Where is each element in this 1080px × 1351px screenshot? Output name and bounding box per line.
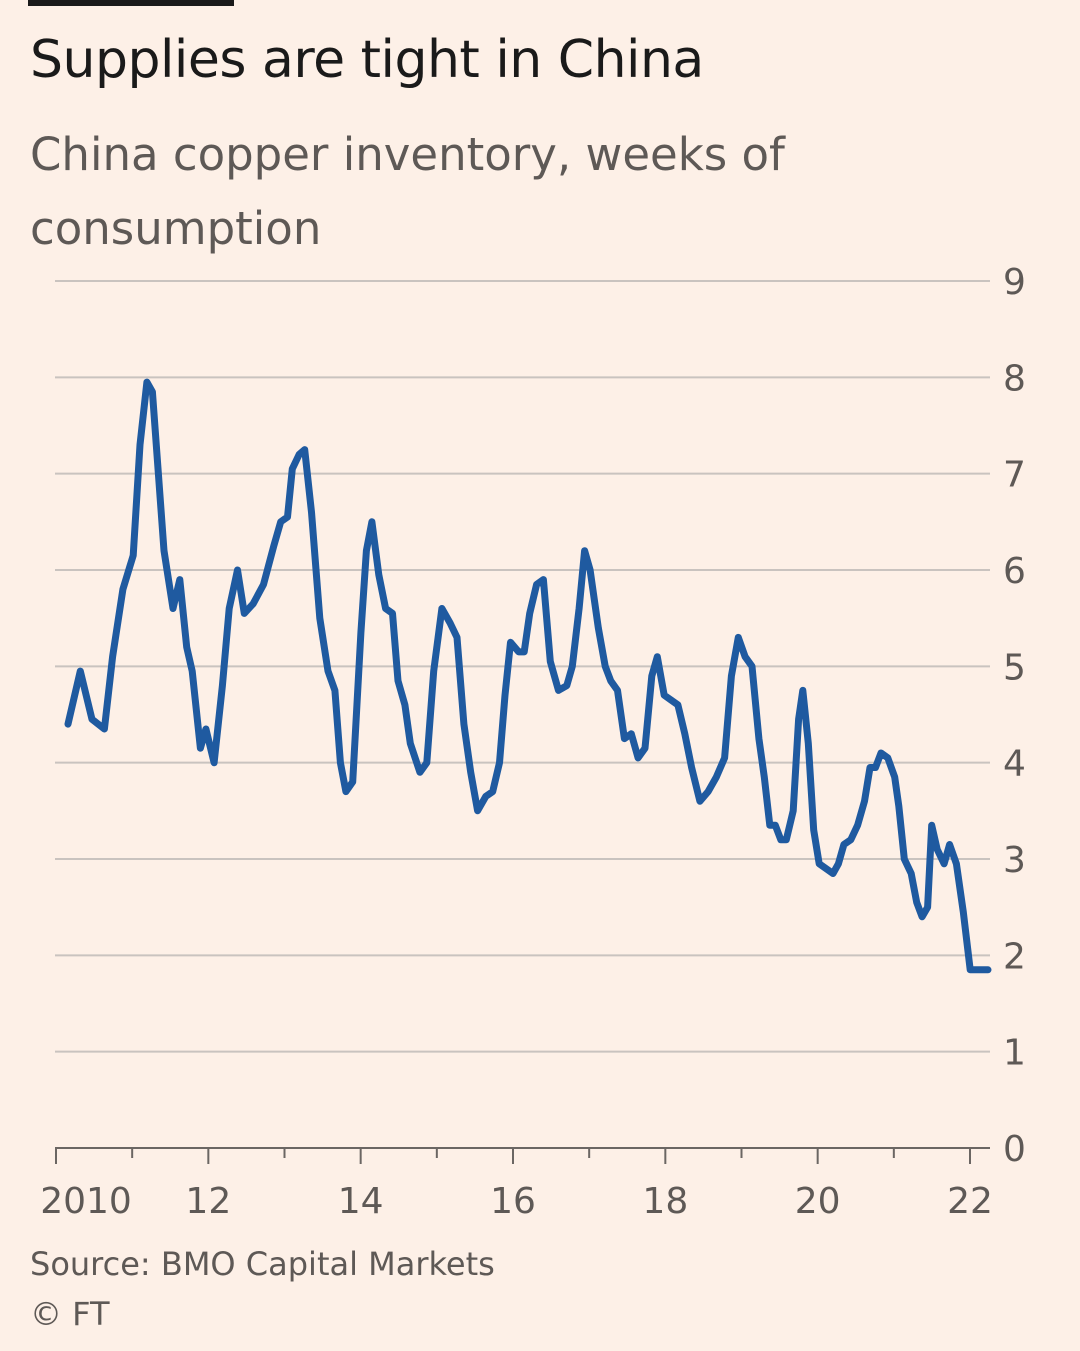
series-line-0 — [64, 378, 992, 974]
y-tick-label: 4 — [1003, 744, 1026, 785]
y-tick-label: 2 — [1003, 936, 1026, 977]
y-axis-ticks: 0 1 2 3 4 5 6 7 8 9 — [1003, 262, 1026, 1170]
x-tick-label: 16 — [490, 1181, 536, 1222]
x-tick-label: 20 — [795, 1181, 841, 1222]
source-note: Source: BMO Capital Markets — [30, 1245, 495, 1283]
copyright-credit: © FT — [30, 1295, 110, 1333]
y-tick-label: 7 — [1003, 455, 1026, 496]
chart-subtitle: China copper inventory, weeks of consump… — [30, 128, 785, 255]
y-tick-label: 9 — [1003, 262, 1026, 303]
x-tick-label: 2010 — [40, 1181, 132, 1222]
y-tick-label: 1 — [1003, 1033, 1026, 1074]
x-tick-label: 18 — [642, 1181, 688, 1222]
top-accent-bar — [28, 0, 234, 6]
x-tick-label: 22 — [947, 1181, 993, 1222]
chart-title: Supplies are tight in China — [30, 30, 704, 90]
x-tick-label: 14 — [338, 1181, 384, 1222]
y-tick-label: 0 — [1003, 1129, 1026, 1170]
x-tick-label: 12 — [185, 1181, 231, 1222]
series-layer — [64, 378, 992, 974]
y-tick-label: 8 — [1003, 358, 1026, 399]
y-tick-label: 6 — [1003, 551, 1026, 592]
y-tick-label: 3 — [1003, 840, 1026, 881]
x-axis: 2010 12 14 16 18 20 22 — [40, 1148, 993, 1222]
y-tick-label: 5 — [1003, 647, 1026, 688]
